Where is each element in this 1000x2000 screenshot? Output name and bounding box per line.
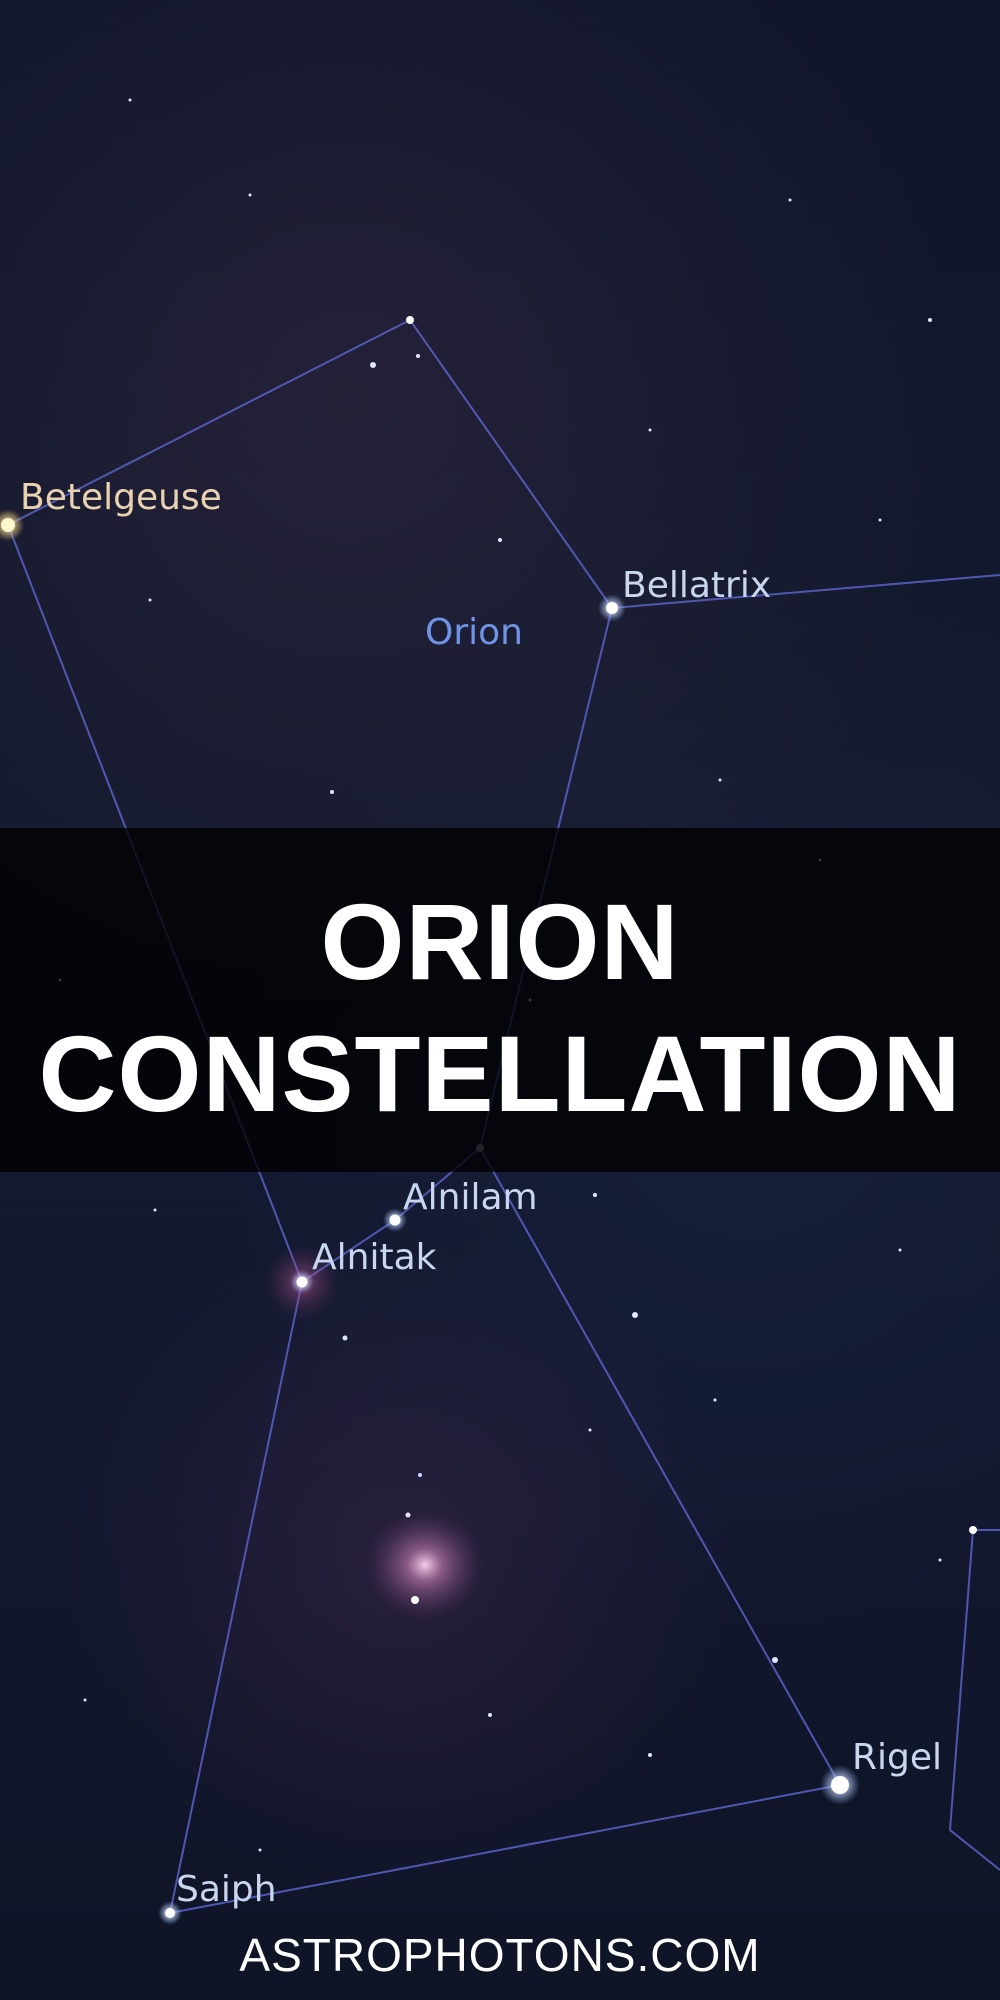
orion-nebula [365, 1473, 485, 1620]
bellatrix-star [598, 594, 626, 622]
neighbor-star [969, 1526, 977, 1534]
saiph-rigel-line [169, 1784, 841, 1914]
rigel-label: Rigel [852, 1737, 943, 1778]
saiph-label: Saiph [176, 1869, 277, 1910]
constellation-name-label: Orion [425, 612, 523, 653]
title-line-1: ORION [320, 881, 680, 1002]
bellatrix-label: Bellatrix [622, 565, 772, 606]
title-line-2: CONSTELLATION [38, 1013, 962, 1134]
top-star [406, 316, 414, 324]
site-url: ASTROPHOTONS.COM [239, 1929, 761, 1981]
rigel-star [820, 1765, 860, 1805]
alnilam-rigel-line [479, 1147, 841, 1786]
betelgeuse-label: Betelgeuse [20, 477, 222, 518]
named-stars [0, 316, 977, 1925]
title-banner: ORION CONSTELLATION [0, 828, 1000, 1172]
neighbor-line [948, 1529, 1000, 1871]
alnitak-saiph-line [169, 1281, 303, 1914]
alnilam-star [383, 1208, 407, 1232]
betelgeuse-star [0, 509, 24, 541]
alnitak-star [290, 1270, 314, 1294]
saiph-star [158, 1901, 182, 1925]
shoulder-line [7, 318, 1000, 610]
alnilam-label: Alnilam [403, 1177, 538, 1218]
constellation-lines [7, 318, 1000, 1914]
alnitak-label: Alnitak [312, 1237, 437, 1278]
